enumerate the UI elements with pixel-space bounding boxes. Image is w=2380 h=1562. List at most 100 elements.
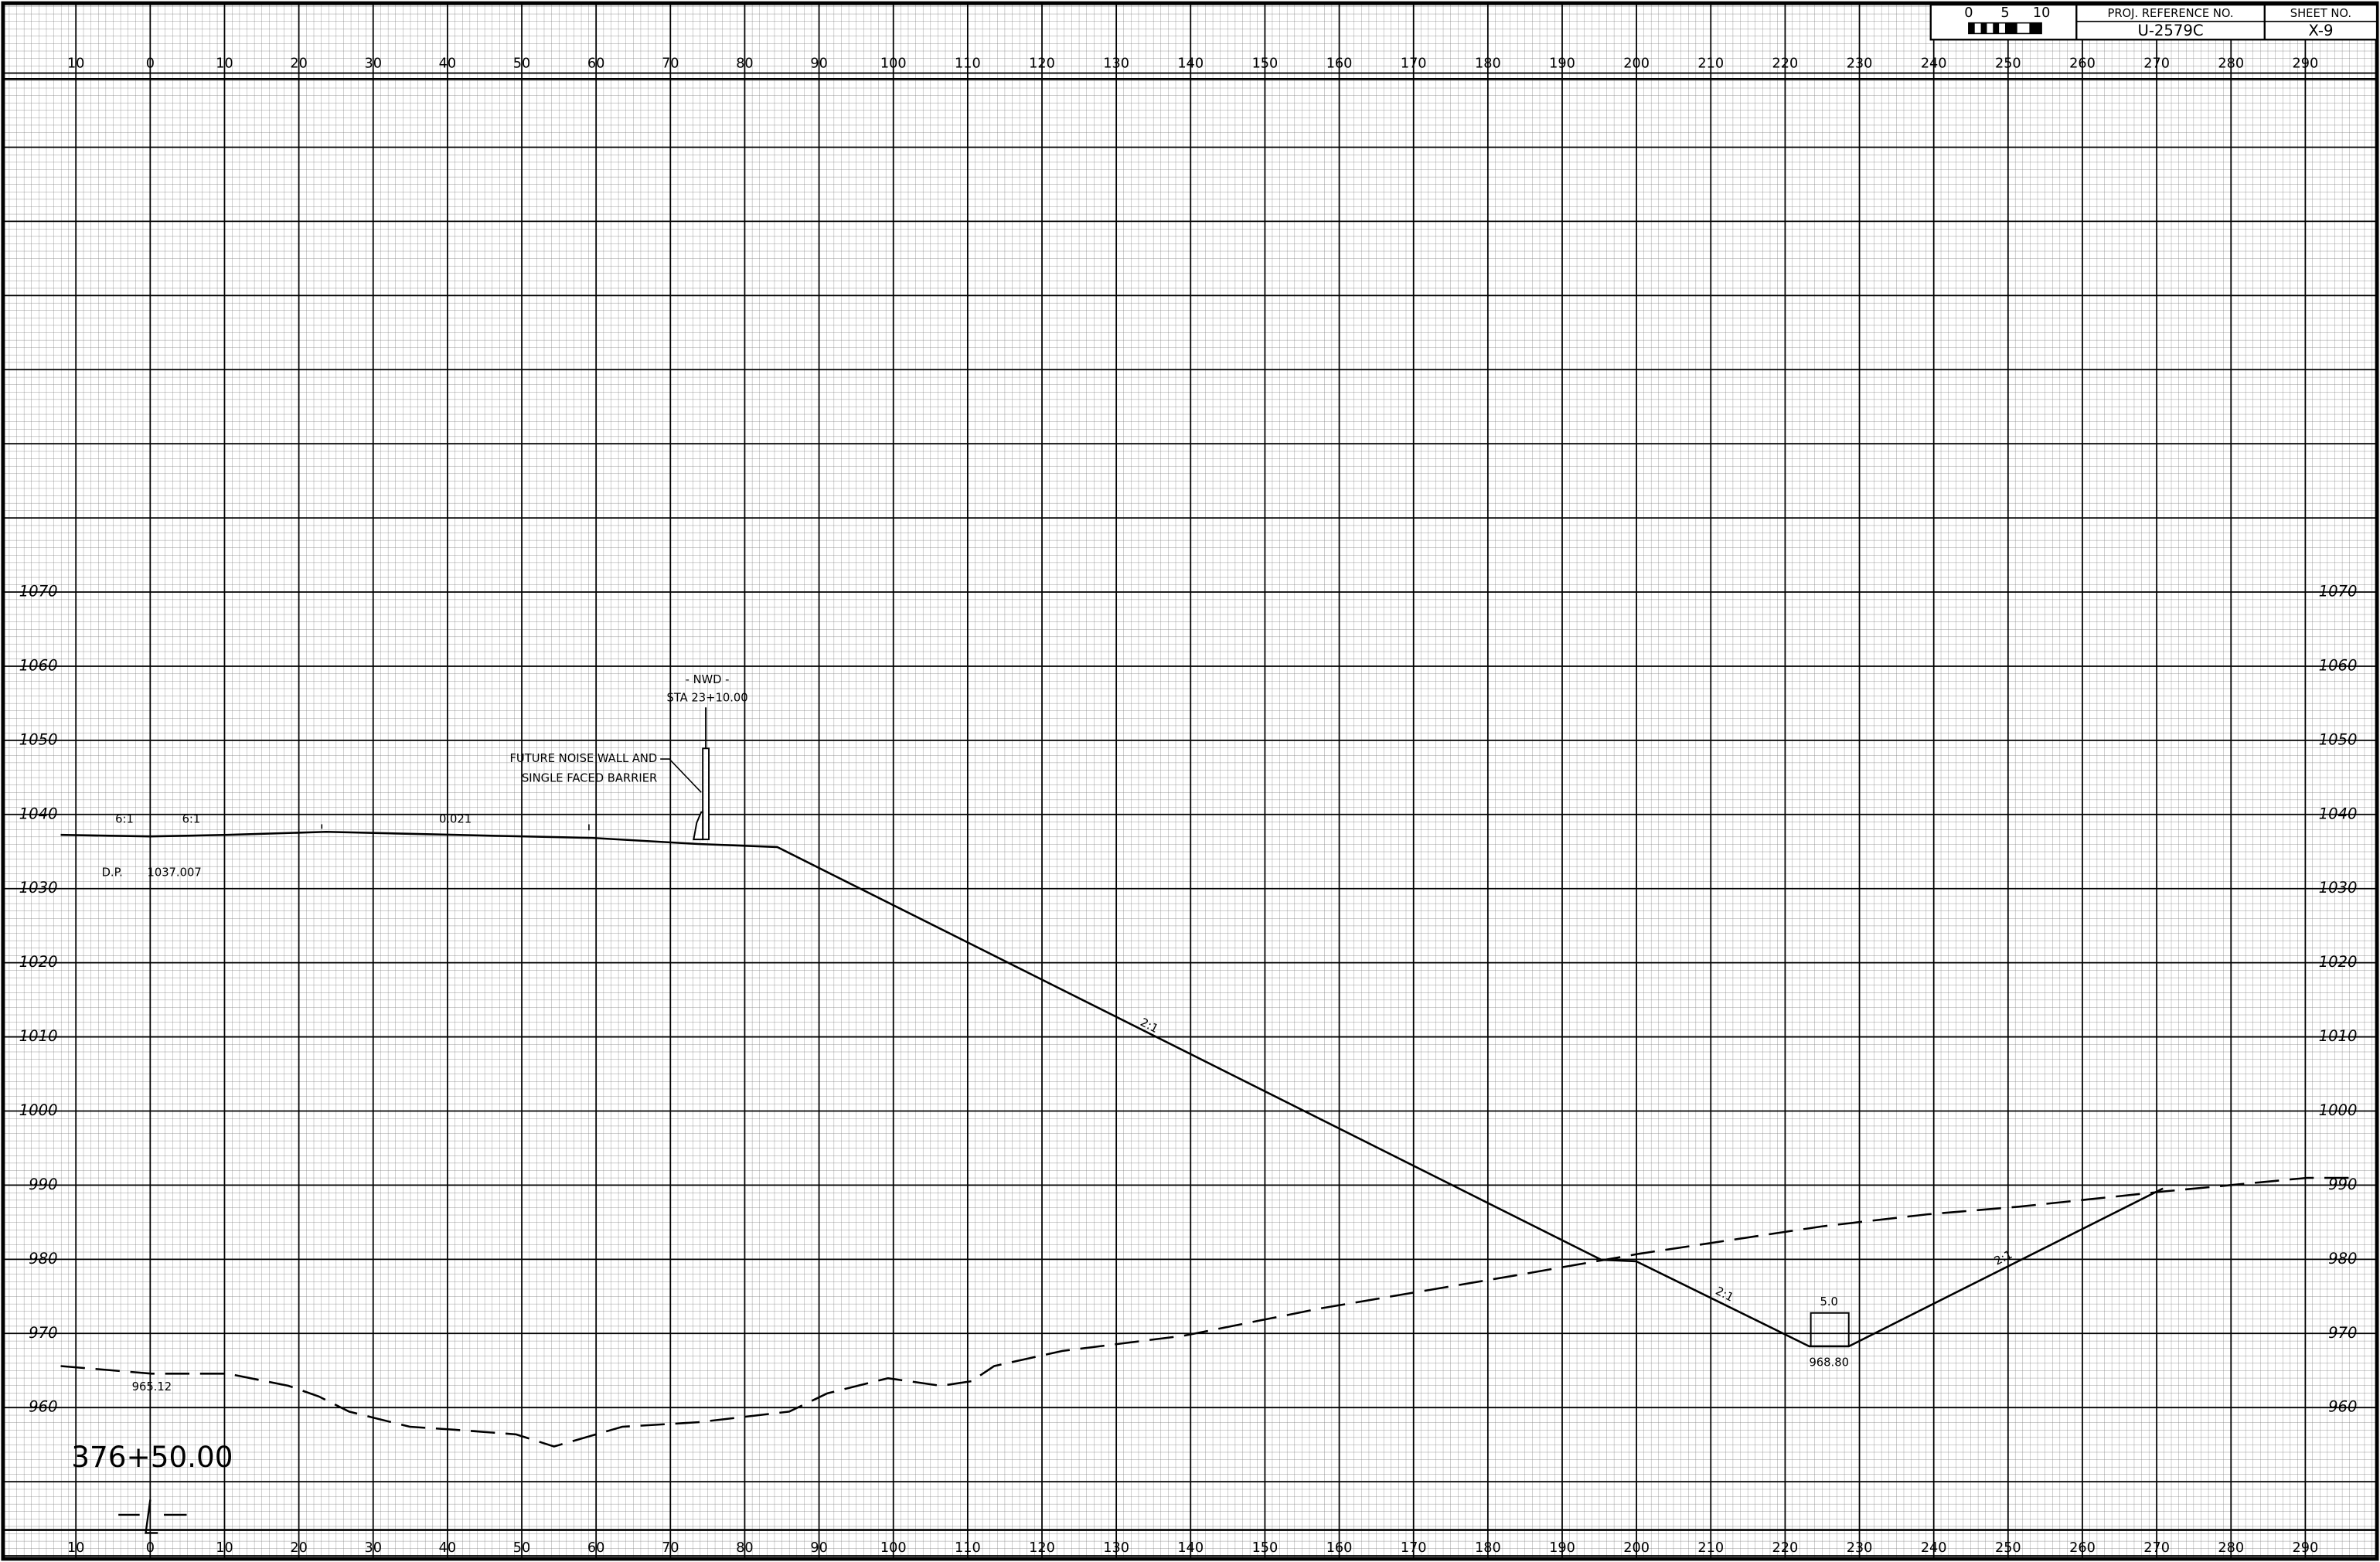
nwd-station: STA 23+10.00	[666, 691, 747, 704]
offset-label: 150	[1252, 1540, 1279, 1556]
elevation-label: 1000	[2319, 1101, 2358, 1119]
offset-label: 80	[736, 1540, 753, 1556]
offset-label: 130	[1103, 1540, 1129, 1556]
offset-label: 120	[1029, 56, 1055, 72]
dp-value: 1037.007	[147, 866, 201, 879]
offset-label: 220	[1772, 56, 1799, 72]
offset-label: 200	[1623, 1540, 1650, 1556]
offset-label: 70	[662, 1540, 679, 1556]
scale-bar-cell	[2029, 22, 2042, 34]
station: 376+50.00	[71, 1440, 233, 1474]
major-grid	[2, 3, 2378, 1559]
offset-label: 240	[1921, 1540, 1947, 1556]
proj-reference-label: PROJ. REFERENCE NO.	[2107, 7, 2233, 20]
centerline-mark	[145, 1499, 158, 1534]
offset-label: 250	[1995, 56, 2021, 72]
ditch-elevation: 968.80	[1809, 1356, 1849, 1370]
elevation-label: 1020	[19, 953, 58, 971]
offset-label: 260	[2069, 56, 2096, 72]
elevation-label: 1040	[19, 805, 58, 822]
offset-label: 30	[365, 1540, 382, 1556]
offset-label: 100	[880, 56, 907, 72]
scale-label: 5	[2000, 5, 2009, 21]
offset-label: 10	[67, 56, 84, 72]
elevation-label: 970	[2328, 1324, 2357, 1342]
wall-note: FUTURE NOISE WALL AND	[509, 752, 657, 765]
offset-label: 50	[513, 56, 530, 72]
offset-label: 170	[1401, 1540, 1427, 1556]
offset-label: 50	[513, 1540, 530, 1556]
offset-label: 40	[439, 1540, 456, 1556]
elevation-label: 960	[2328, 1398, 2357, 1416]
offset-label: 260	[2069, 1540, 2096, 1556]
elevation-label: 990	[29, 1176, 57, 1193]
offset-label: 210	[1697, 56, 1724, 72]
cross-slope: 0.021	[439, 813, 472, 826]
note-leader	[660, 758, 702, 793]
offset-label: 200	[1623, 56, 1650, 72]
existing-ground	[60, 1176, 2353, 1448]
offset-label: 0	[146, 1540, 155, 1556]
offset-label: 270	[2143, 1540, 2170, 1556]
offset-label: 130	[1103, 56, 1129, 72]
barrier	[693, 811, 704, 841]
offset-label: 120	[1029, 1540, 1055, 1556]
wall-note: SINGLE FACED BARRIER	[522, 772, 657, 785]
offset-label: 230	[1847, 56, 1873, 72]
offset-label: 10	[67, 1540, 84, 1556]
offset-label: 90	[810, 1540, 827, 1556]
offset-label: 10	[216, 56, 233, 72]
offset-label: 60	[587, 56, 604, 72]
elevation-label: 990	[2328, 1176, 2357, 1193]
offset-label: 160	[1326, 56, 1353, 72]
offset-label: 280	[2218, 1540, 2244, 1556]
offset-label: 190	[1549, 56, 1575, 72]
offset-label: 250	[1995, 1540, 2021, 1556]
offset-label: 180	[1475, 56, 1501, 72]
offset-label: 30	[365, 56, 382, 72]
offset-label: 10	[216, 1540, 233, 1556]
offset-label: 100	[880, 1540, 907, 1556]
offset-label: 210	[1697, 1540, 1724, 1556]
sheet-label: SHEET NO.	[2290, 7, 2351, 20]
elevation-label: 1050	[2319, 730, 2358, 748]
scale-bar-cell	[2004, 22, 2017, 34]
sheet-number: X-9	[2308, 22, 2333, 39]
offset-label: 190	[1549, 1540, 1575, 1556]
elevation-label: 1010	[19, 1027, 58, 1045]
elevation-label: 1060	[2319, 656, 2358, 674]
offset-label: 160	[1326, 1540, 1353, 1556]
centerline-symbol	[118, 1499, 187, 1534]
noise-wall	[702, 747, 710, 841]
elevation-label: 980	[2328, 1250, 2357, 1268]
offset-label: 150	[1252, 56, 1279, 72]
elevation-label: 1070	[19, 583, 58, 601]
elevation-label: 960	[29, 1398, 57, 1416]
existing-elevation: 965.12	[132, 1380, 172, 1394]
grid-labels: 1010001010202030304040505060607070808090…	[19, 56, 2358, 1556]
scale-label: 10	[2033, 5, 2050, 21]
elevation-label: 1030	[2319, 879, 2358, 897]
offset-label: 110	[955, 1540, 981, 1556]
offset-label: 290	[2293, 1540, 2319, 1556]
elevation-label: 1070	[2319, 583, 2358, 601]
elevation-label: 970	[29, 1324, 57, 1342]
scale-label: 0	[1964, 5, 1973, 21]
offset-label: 280	[2218, 56, 2244, 72]
offset-label: 20	[290, 56, 307, 72]
offset-label: 240	[1921, 56, 1947, 72]
elevation-label: 1020	[2319, 953, 2358, 971]
scale-bar-cell	[1980, 22, 1987, 34]
offset-label: 40	[439, 56, 456, 72]
ditch-width: 5.0	[1820, 1295, 1837, 1308]
elevation-label: 1010	[2319, 1027, 2358, 1045]
slope-label: 6:1	[182, 813, 201, 826]
elevation-label: 1050	[19, 730, 58, 748]
offset-label: 230	[1847, 1540, 1873, 1556]
offset-label: 70	[662, 56, 679, 72]
proposed-grade	[60, 831, 2164, 1348]
